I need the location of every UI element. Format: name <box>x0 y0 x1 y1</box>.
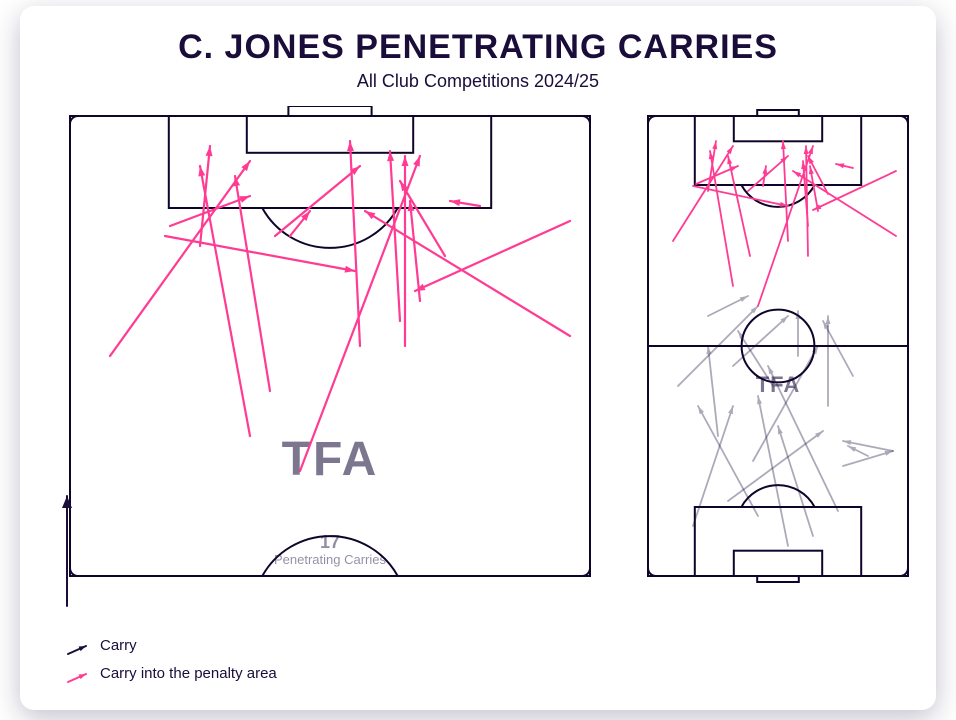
legend-item-carry: Carry <box>66 632 277 660</box>
side-pitch: TFA <box>638 106 918 586</box>
legend-swatch-penalty <box>66 667 90 681</box>
pitch-container: TFA 17Penetrating Carries TFA <box>20 106 936 606</box>
svg-text:TFA: TFA <box>282 433 379 486</box>
legend: Carry Carry into the penalty area <box>66 632 277 688</box>
svg-text:17: 17 <box>320 532 340 552</box>
svg-text:TFA: TFA <box>756 372 801 397</box>
viz-card: C. JONES PENETRATING CARRIES All Club Co… <box>20 6 936 710</box>
direction-arrow <box>56 486 78 626</box>
legend-label: Carry <box>100 632 137 660</box>
svg-text:Penetrating Carries: Penetrating Carries <box>274 552 386 567</box>
chart-subtitle: All Club Competitions 2024/25 <box>20 71 936 92</box>
legend-label: Carry into the penalty area <box>100 660 277 688</box>
chart-title: C. JONES PENETRATING CARRIES <box>20 28 936 67</box>
legend-item-carry-penalty: Carry into the penalty area <box>66 660 277 688</box>
main-pitch: TFA 17Penetrating Carries <box>50 106 610 586</box>
legend-swatch-carry <box>66 639 90 653</box>
